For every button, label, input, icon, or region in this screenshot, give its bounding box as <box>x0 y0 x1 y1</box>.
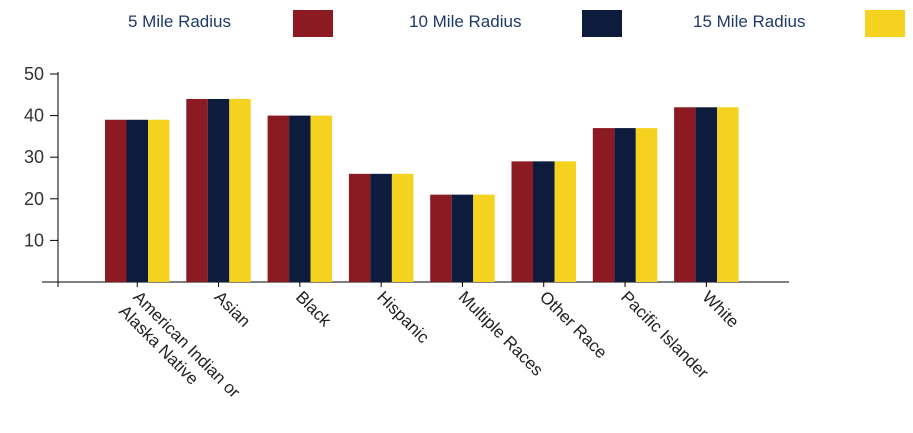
legend-label-15-mile: 15 Mile Radius <box>693 12 806 31</box>
bar-15-mile-radius-white[interactable] <box>717 107 739 282</box>
y-tick-label: 10 <box>24 230 44 250</box>
legend-item-15-mile: 15 Mile Radius <box>693 12 805 32</box>
x-tick-label-line: Multiple Races <box>455 287 547 379</box>
bar-5-mile-radius-black[interactable] <box>267 115 290 282</box>
legend-swatch-5-mile <box>293 10 333 37</box>
x-tick-label: Pacific Islander <box>617 287 712 382</box>
legend-item-5-mile: 5 Mile Radius <box>128 12 231 32</box>
y-tick-label: 20 <box>24 189 44 209</box>
bar-15-mile-radius-american-indian-or-alaska-native[interactable] <box>148 119 170 282</box>
bar-5-mile-radius-asian[interactable] <box>186 98 208 283</box>
bar-15-mile-radius-pacific-islander[interactable] <box>635 128 658 282</box>
chart-legend: 5 Mile Radius 10 Mile Radius 15 Mile Rad… <box>0 0 913 50</box>
y-tick-label: 30 <box>24 147 44 167</box>
legend-swatch-15-mile <box>865 10 905 37</box>
bar-10-mile-radius-pacific-islander[interactable] <box>614 128 636 282</box>
legend-label-5-mile: 5 Mile Radius <box>128 12 231 31</box>
x-tick-label-line: Black <box>292 287 335 330</box>
legend-label-10-mile: 10 Mile Radius <box>409 12 522 31</box>
bar-15-mile-radius-multiple-races[interactable] <box>473 194 495 282</box>
x-tick-label-line: Other Race <box>536 287 611 362</box>
bar-15-mile-radius-asian[interactable] <box>229 98 251 283</box>
x-tick-label: Black <box>292 287 335 330</box>
bar-5-mile-radius-pacific-islander[interactable] <box>592 128 615 282</box>
y-tick-label: 40 <box>24 106 44 126</box>
bar-10-mile-radius-hispanic[interactable] <box>370 173 392 282</box>
x-tick-label: Asian <box>211 287 255 331</box>
bar-10-mile-radius-american-indian-or-alaska-native[interactable] <box>126 119 149 282</box>
x-tick-label: Hispanic <box>373 287 433 347</box>
x-tick-label: White <box>699 287 743 331</box>
bar-5-mile-radius-white[interactable] <box>674 107 696 282</box>
bar-5-mile-radius-hispanic[interactable] <box>348 173 371 282</box>
bar-15-mile-radius-black[interactable] <box>310 115 333 282</box>
bar-15-mile-radius-other-race[interactable] <box>554 161 577 282</box>
x-tick-label-line: Asian <box>211 287 255 331</box>
bar-15-mile-radius-hispanic[interactable] <box>391 173 414 282</box>
y-tick-label: 50 <box>24 64 44 84</box>
x-tick-label-line: Pacific Islander <box>617 287 712 382</box>
bar-5-mile-radius-other-race[interactable] <box>511 161 534 282</box>
bar-10-mile-radius-other-race[interactable] <box>533 161 555 282</box>
x-tick-label-line: White <box>699 287 743 331</box>
x-tick-label: Other Race <box>536 287 611 362</box>
bar-10-mile-radius-multiple-races[interactable] <box>451 194 474 282</box>
bar-5-mile-radius-multiple-races[interactable] <box>430 194 452 282</box>
x-tick-label-line: Hispanic <box>373 287 433 347</box>
x-tick-label: Multiple Races <box>455 287 547 379</box>
bar-10-mile-radius-white[interactable] <box>695 107 718 282</box>
legend-swatch-10-mile <box>582 10 622 37</box>
bar-10-mile-radius-asian[interactable] <box>207 98 230 283</box>
bar-10-mile-radius-black[interactable] <box>289 115 311 282</box>
legend-item-10-mile: 10 Mile Radius <box>409 12 521 32</box>
bar-5-mile-radius-american-indian-or-alaska-native[interactable] <box>105 119 127 282</box>
